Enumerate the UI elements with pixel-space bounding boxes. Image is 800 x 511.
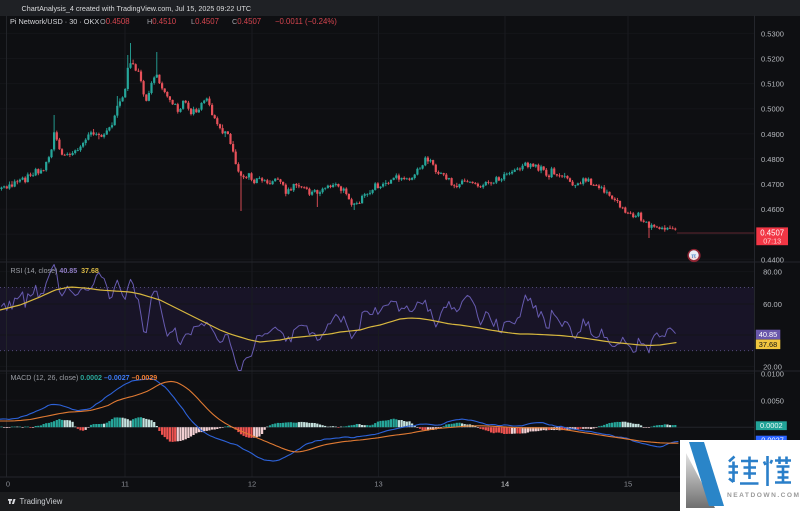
- svg-text:80.00: 80.00: [763, 268, 782, 277]
- svg-text:60.00: 60.00: [763, 300, 782, 309]
- svg-text:0.5000: 0.5000: [761, 105, 784, 114]
- svg-text:0.4600: 0.4600: [761, 205, 784, 214]
- svg-text:14: 14: [501, 480, 509, 489]
- svg-text:0.5100: 0.5100: [761, 80, 784, 89]
- svg-text:40.85: 40.85: [759, 330, 778, 339]
- svg-text:0: 0: [6, 480, 10, 489]
- svg-text:0.4507: 0.4507: [760, 228, 784, 237]
- svg-text:0.0050: 0.0050: [761, 396, 784, 405]
- svg-text:0.5200: 0.5200: [761, 55, 784, 64]
- svg-text:NEATDOWN.COM: NEATDOWN.COM: [727, 492, 800, 499]
- svg-text:20.00: 20.00: [763, 362, 782, 371]
- svg-text:0.5300: 0.5300: [761, 29, 784, 38]
- svg-text:07:13: 07:13: [763, 236, 781, 245]
- svg-text:12: 12: [248, 480, 256, 489]
- svg-text:37.68: 37.68: [759, 340, 778, 349]
- svg-text:0.0002: 0.0002: [760, 421, 783, 430]
- svg-text:0.4800: 0.4800: [761, 155, 784, 164]
- svg-text:0.4400: 0.4400: [761, 255, 784, 264]
- svg-text:0.0100: 0.0100: [761, 369, 784, 378]
- svg-text:0.4900: 0.4900: [761, 130, 784, 139]
- svg-text:15: 15: [624, 480, 632, 489]
- svg-text:11: 11: [121, 480, 129, 489]
- svg-text:13: 13: [374, 480, 382, 489]
- svg-text:0.4700: 0.4700: [761, 180, 784, 189]
- svg-text:π: π: [691, 253, 696, 260]
